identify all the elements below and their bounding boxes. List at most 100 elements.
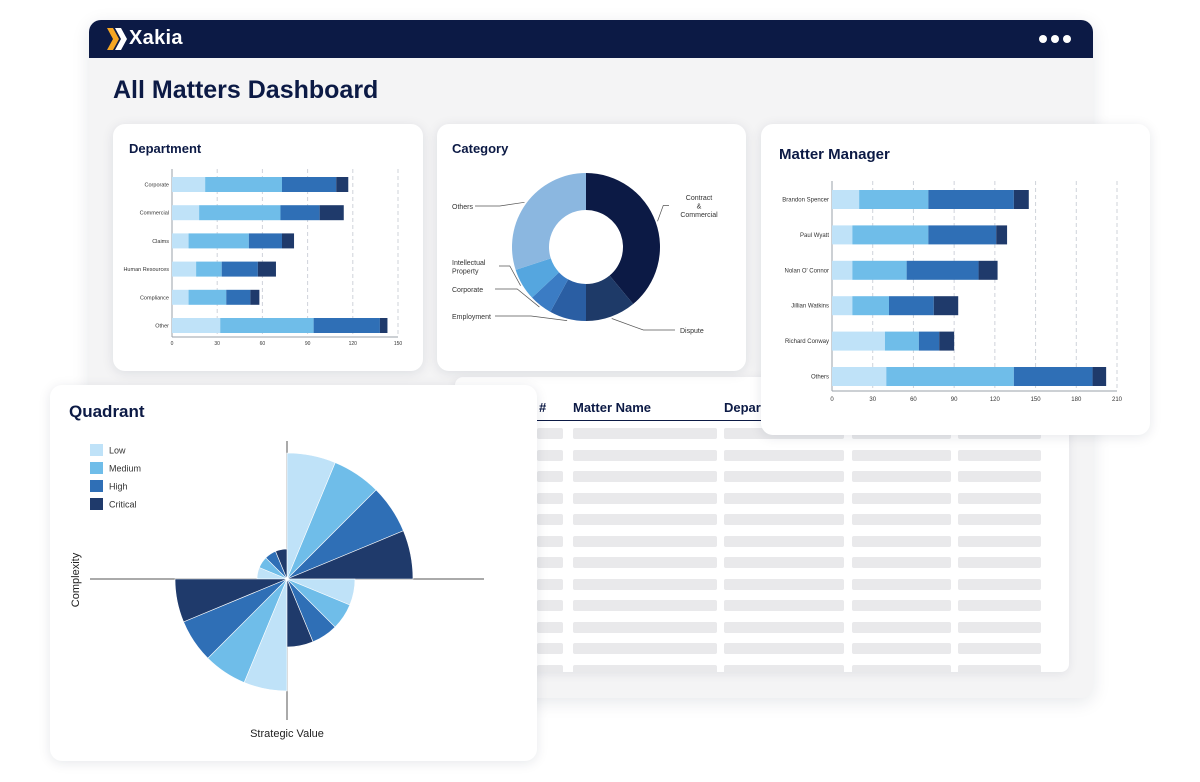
bar-commercial-low <box>172 205 200 221</box>
bar-compliance-critical <box>250 289 260 305</box>
table-cell-placeholder <box>724 492 844 504</box>
bar-richard-conway-medium <box>884 331 919 351</box>
y-axis-title: Complexity <box>70 552 82 607</box>
bar-human-resources-critical <box>257 261 276 277</box>
table-cell-placeholder <box>573 621 717 633</box>
leader-line <box>495 288 540 308</box>
label-line: Employment <box>452 314 491 321</box>
bar-other-high <box>313 318 380 333</box>
table-cell-placeholder <box>573 664 717 672</box>
legend-label-critical: Critical <box>109 500 137 510</box>
table-cell-placeholder <box>724 664 844 672</box>
matter-manager-chart: 0 30 60 90 120 150 180 210 Brandon Spencer Paul W… <box>782 181 1123 403</box>
table-cell-placeholder <box>958 449 1041 461</box>
table-cell-placeholder <box>958 471 1041 482</box>
brand-logo[interactable]: Xakia <box>107 27 183 50</box>
bar-nolan-o-connor-critical <box>978 260 998 280</box>
category-label-richard-conway: Richard Conway <box>785 339 829 345</box>
bar-commercial-medium <box>199 205 281 221</box>
department-chart: 0 30 60 90 120 150 Corporate Commercial Claims Hu… <box>123 169 403 347</box>
department-title: Department <box>129 141 202 156</box>
legend-swatch-critical <box>90 498 103 510</box>
donut-slice-contract-commercial <box>586 173 660 305</box>
x-tick-label: 120 <box>349 341 358 347</box>
table-cell-placeholder <box>724 535 844 547</box>
donut-label-contract-commercial: Contract & Commercial <box>680 195 718 219</box>
quadrant-card: Quadrant Low Medium High Critical Strategic … <box>50 385 537 761</box>
x-tick-label: 90 <box>951 397 958 403</box>
table-cell-placeholder <box>573 449 717 461</box>
label-line: Others <box>452 204 474 211</box>
bar-jillian-watkins-critical <box>933 296 959 316</box>
table-cell-placeholder <box>852 514 951 525</box>
more-options-icon[interactable] <box>1039 35 1071 43</box>
legend-swatch-high <box>90 480 103 492</box>
matter-manager-title: Matter Manager <box>779 146 890 163</box>
bar-paul-wyatt-high <box>928 225 997 245</box>
table-cell-placeholder <box>852 557 951 568</box>
table-cell-placeholder <box>537 664 563 672</box>
bar-corporate-low <box>172 177 206 192</box>
matter-manager-card: Matter Manager 0 30 60 90 120 150 180 210 Brando… <box>761 124 1150 435</box>
table-cell-placeholder <box>573 535 717 547</box>
table-cell-placeholder <box>958 621 1041 633</box>
bar-others-low <box>832 367 887 386</box>
category-label-commercial: Commercial <box>140 211 169 217</box>
bar-nolan-o-connor-low <box>832 260 853 280</box>
department-card: Department 0 30 60 90 120 150 Corporate Commerc… <box>113 124 423 371</box>
page-title: All Matters Dashboard <box>113 76 379 104</box>
table-cell-placeholder <box>537 557 563 568</box>
category-chart: Contract & Commercial Dispute Employment Corp… <box>452 173 718 335</box>
donut-slice-intellectual-property <box>515 258 560 298</box>
category-label-jillian-watkins: Jillian Watkins <box>791 304 829 310</box>
bar-compliance-medium <box>188 289 227 305</box>
bar-corporate-high <box>281 177 337 192</box>
table-cell-placeholder <box>852 492 951 504</box>
bar-claims-low <box>172 233 189 249</box>
bar-others-critical <box>1092 367 1107 386</box>
brand-name: Xakia <box>129 27 183 49</box>
table-cell-placeholder <box>852 471 951 482</box>
table-cell-placeholder <box>537 492 563 504</box>
table-cell-placeholder <box>958 492 1041 504</box>
bar-paul-wyatt-low <box>832 225 853 245</box>
donut-slice-corporate <box>532 272 569 312</box>
quadrant-bottom-left-critical-segment <box>174 578 288 623</box>
column-header-matter-name[interactable]: Matter Name <box>573 400 652 415</box>
x-tick-label: 60 <box>910 397 917 403</box>
bar-commercial-high <box>280 205 320 221</box>
table-cell-placeholder <box>958 600 1041 611</box>
bar-brandon-spencer-low <box>832 190 860 209</box>
legend-label-medium: Medium <box>109 464 141 474</box>
xakia-logo-icon <box>107 27 127 50</box>
bar-other-critical <box>379 318 388 333</box>
donut-label-intellectual-property: Intellectual Property <box>452 260 486 276</box>
donut-label-others: Others <box>452 204 474 211</box>
quadrant-top-right-critical-segment <box>286 530 414 580</box>
label-line: Corporate <box>452 287 483 294</box>
category-label-corporate: Corporate <box>145 183 169 189</box>
category-label-claims: Claims <box>152 239 169 245</box>
table-cell-placeholder <box>537 621 563 633</box>
legend-label-high: High <box>109 482 128 492</box>
table-cell-placeholder <box>724 514 844 525</box>
table-cell-placeholder <box>537 600 563 611</box>
table-cell-placeholder <box>573 514 717 525</box>
bar-jillian-watkins-low <box>832 296 853 316</box>
bar-claims-high <box>248 233 282 249</box>
table-cell-placeholder <box>724 600 844 611</box>
category-label-human-resources: Human Resources <box>123 267 169 273</box>
bar-human-resources-high <box>221 261 258 277</box>
x-tick-label: 150 <box>394 341 403 347</box>
label-line: Contract <box>686 195 713 202</box>
table-cell-placeholder <box>573 471 717 482</box>
x-tick-label: 0 <box>171 341 174 347</box>
leader-line <box>611 318 675 331</box>
leader-line <box>657 205 669 222</box>
bar-richard-conway-critical <box>939 331 955 351</box>
column-header-department[interactable]: Depar <box>724 400 761 415</box>
bar-nolan-o-connor-high <box>906 260 979 280</box>
table-cell-placeholder <box>958 557 1041 568</box>
column-header-number[interactable]: # <box>539 400 547 415</box>
category-title: Category <box>452 141 509 156</box>
